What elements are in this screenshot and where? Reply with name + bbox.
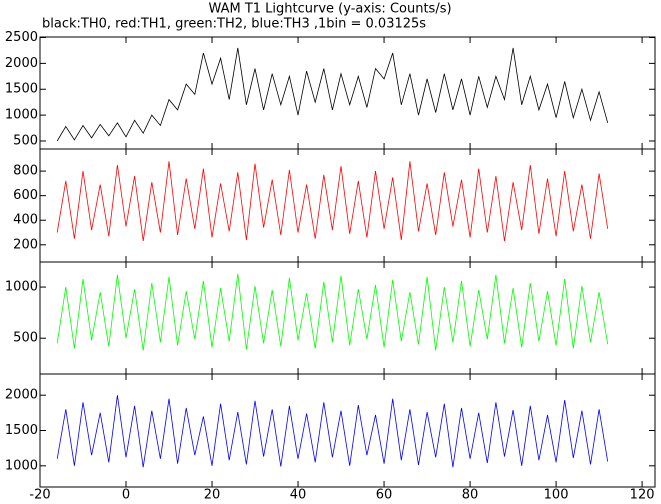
panel-frame	[39, 36, 656, 150]
y-tick-label: 1000	[5, 458, 38, 473]
y-tick-label: 500	[13, 331, 38, 346]
x-tick-label: 40	[290, 488, 307, 503]
panel-frame	[39, 261, 656, 375]
x-tick-label: 120	[630, 488, 655, 503]
y-tick-label: 2500	[5, 30, 38, 45]
y-tick-label: 1500	[5, 82, 38, 97]
x-tick-label: 80	[462, 488, 479, 503]
light-curve	[56, 395, 609, 468]
y-tick-label: 2000	[5, 388, 38, 403]
light-curve	[56, 273, 609, 351]
light-curve	[56, 161, 609, 242]
panel-frame	[39, 373, 656, 488]
x-tick-label: 0	[122, 488, 130, 503]
x-tick-label: 20	[204, 488, 221, 503]
y-tick-label: 1000	[5, 280, 38, 295]
x-tick-label: -20	[29, 488, 50, 503]
y-tick-label: 200	[13, 237, 38, 252]
chart-subtitle: black:TH0, red:TH1, green:TH2, blue:TH3 …	[42, 17, 426, 32]
panel-frame	[39, 148, 656, 263]
x-tick-label: 60	[376, 488, 393, 503]
y-tick-label: 2000	[5, 56, 38, 71]
y-tick-label: 500	[13, 133, 38, 148]
y-tick-label: 1000	[5, 108, 38, 123]
chart-title: WAM T1 Lightcurve (y-axis: Counts/s)	[208, 2, 451, 17]
y-tick-label: 800	[13, 164, 38, 179]
y-tick-label: 600	[13, 188, 38, 203]
light-curve	[56, 47, 609, 142]
y-tick-label: 1500	[5, 423, 38, 438]
y-tick-label: 400	[13, 213, 38, 228]
x-tick-label: 100	[544, 488, 569, 503]
